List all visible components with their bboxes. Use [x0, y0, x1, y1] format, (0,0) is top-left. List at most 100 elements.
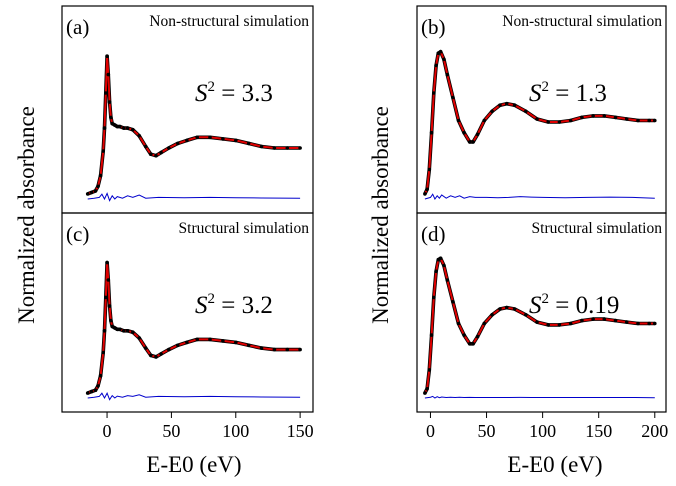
data-point: [456, 321, 461, 326]
data-point: [106, 278, 111, 282]
x-tick-label: 50: [478, 421, 496, 441]
data-point: [246, 343, 251, 348]
data-point: [98, 373, 103, 378]
data-point: [429, 333, 434, 337]
data-point: [93, 388, 98, 393]
data-point: [471, 342, 475, 346]
fit-quality-annotation: S2 = 1.3: [529, 79, 607, 107]
y-axis-label-right: Normalized absorbance: [368, 106, 393, 324]
data-point: [234, 138, 238, 143]
data-point: [208, 337, 212, 342]
data-point: [427, 368, 432, 372]
data-point: [176, 343, 180, 348]
data-point: [438, 256, 443, 261]
data-point: [423, 391, 427, 395]
data-point: [208, 135, 212, 140]
data-point: [101, 149, 105, 153]
data-point: [636, 118, 640, 123]
y-axis-label-left: Normalized absorbance: [14, 106, 39, 324]
panel-label: (b): [421, 15, 446, 39]
data-point: [504, 101, 509, 106]
data-point: [221, 339, 225, 343]
data-point: [101, 350, 105, 355]
fit-line: [423, 50, 655, 195]
data-point: [427, 167, 432, 172]
fit-quality-annotation: S2 = 0.19: [529, 291, 619, 319]
data-point: [580, 318, 584, 323]
data-point: [104, 91, 108, 95]
data-point: [272, 347, 277, 352]
data-point: [106, 72, 111, 77]
x-tick-label: 0: [103, 421, 112, 441]
data-point: [298, 146, 302, 150]
plot-frame: [61, 212, 314, 413]
data-point: [442, 263, 446, 268]
panel-a: (a) Non-structural simulation S2 = 3.3: [61, 5, 314, 214]
data-point: [195, 135, 199, 140]
data-point: [636, 321, 640, 326]
data-point: [259, 346, 264, 350]
data-point: [602, 114, 607, 118]
annotation-value: = 1.3: [549, 80, 607, 107]
annotation-symbol: S: [195, 292, 208, 319]
data-point: [176, 141, 180, 146]
panel-d: (d) Structural simulation S2 = 0.19 0 50 100 1…: [416, 212, 668, 441]
data-point: [125, 329, 130, 333]
data-point: [423, 192, 427, 196]
data-point: [442, 57, 446, 62]
data-point: [89, 190, 94, 195]
data-point: [118, 124, 122, 129]
annotation-value: = 3.3: [215, 80, 273, 107]
data-point: [159, 150, 163, 155]
data-point: [432, 91, 436, 95]
data-point: [647, 118, 651, 123]
panel-title: Non-structural simulation: [502, 13, 662, 30]
data-point: [195, 337, 199, 342]
data-point: [259, 144, 264, 149]
data-point: [434, 63, 438, 68]
data-point: [85, 391, 90, 395]
panel-title: Structural simulation: [179, 220, 310, 237]
x-tick-label: 200: [641, 421, 668, 441]
data-point: [246, 141, 251, 146]
data-point: [85, 192, 90, 196]
annotation-superscript: 2: [542, 79, 550, 95]
data-point: [102, 126, 107, 130]
residual-line: [87, 192, 301, 202]
data-point: [512, 103, 517, 107]
data-point: [137, 134, 141, 138]
data-point: [471, 140, 475, 144]
data-point: [118, 327, 122, 332]
x-tick-label: 100: [222, 421, 249, 441]
data-point: [498, 307, 502, 311]
data-point: [624, 320, 629, 324]
data-point: [445, 278, 450, 282]
data-point: [647, 321, 651, 326]
data-point: [167, 347, 171, 352]
residual-line: [87, 392, 301, 401]
data-point: [154, 355, 158, 359]
data-point: [568, 321, 573, 326]
x-tick-label: 150: [585, 421, 612, 441]
data-point: [298, 347, 302, 352]
fit-quality-annotation: S2 = 3.2: [195, 291, 273, 319]
data-point: [462, 333, 466, 337]
data-point: [109, 115, 113, 120]
annotation-superscript: 2: [208, 291, 216, 307]
panel-label: (a): [66, 15, 89, 39]
data-point: [546, 323, 550, 327]
annotation-value: = 3.2: [215, 292, 273, 319]
data-point: [653, 321, 657, 326]
data-point: [110, 121, 114, 126]
data-point: [482, 118, 487, 123]
panel-label: (d): [421, 222, 446, 246]
data-point: [438, 49, 443, 54]
data-point: [557, 120, 562, 124]
data-point: [125, 126, 130, 130]
data-point: [107, 304, 112, 308]
annotation-symbol: S: [195, 80, 208, 107]
data-point: [137, 336, 141, 340]
panel-title: Structural simulation: [532, 220, 663, 237]
data-point: [482, 321, 487, 326]
